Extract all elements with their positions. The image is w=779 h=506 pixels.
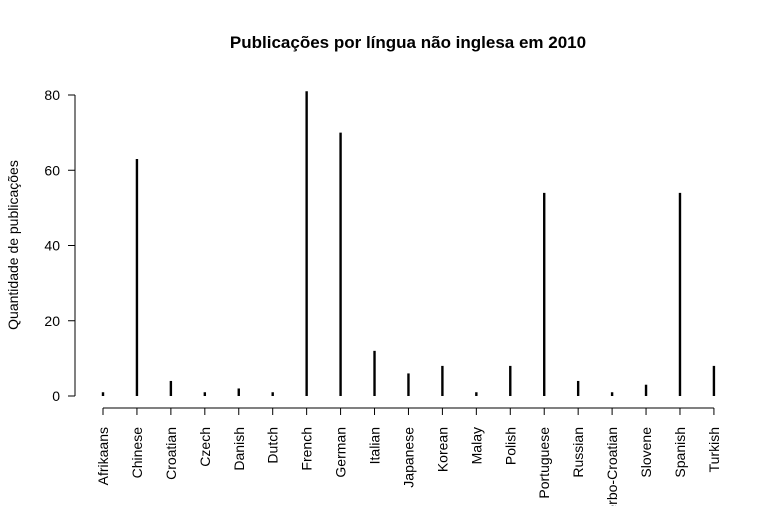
- y-axis: 0 20 40 60 80: [44, 87, 76, 404]
- x-tick-label: Danish: [231, 427, 247, 471]
- x-tick-label: Polish: [502, 427, 518, 465]
- y-tick-label: 20: [44, 313, 60, 329]
- x-tick-label: Chinese: [129, 427, 145, 479]
- x-tick-label: Russian: [570, 427, 586, 478]
- y-tick-label: 40: [44, 238, 60, 254]
- x-tick-label: Spanish: [672, 427, 688, 478]
- y-tick-label: 80: [44, 87, 60, 103]
- x-tick-label: Slovene: [638, 427, 654, 478]
- y-tick-label: 0: [52, 388, 60, 404]
- x-tick-label: German: [333, 427, 349, 478]
- x-tick-label: Dutch: [265, 427, 281, 464]
- chart-title: Publicações por língua não inglesa em 20…: [230, 33, 586, 52]
- bars: [101, 91, 716, 396]
- y-axis-label: Quantidade de publicações: [5, 160, 21, 330]
- x-tick-label: Croatian: [163, 427, 179, 480]
- x-tick-label: Afrikaans: [95, 427, 111, 485]
- x-tick-label: Korean: [434, 427, 450, 472]
- x-tick-label: French: [299, 427, 315, 471]
- x-tick-label: Malay: [468, 427, 484, 464]
- x-axis: [102, 407, 715, 415]
- x-tick-label: Turkish: [706, 427, 722, 472]
- x-tick-labels: Afrikaans Chinese Croatian Czech Danish Dutch…: [95, 427, 722, 506]
- x-tick-label: Portuguese: [536, 427, 552, 499]
- x-tick-label: Italian: [367, 427, 383, 464]
- y-tick-label: 60: [44, 162, 60, 178]
- x-tick-label: Czech: [197, 427, 213, 467]
- x-tick-label: Serbo-Croatian: [604, 427, 620, 506]
- x-tick-label: Japanese: [400, 427, 416, 488]
